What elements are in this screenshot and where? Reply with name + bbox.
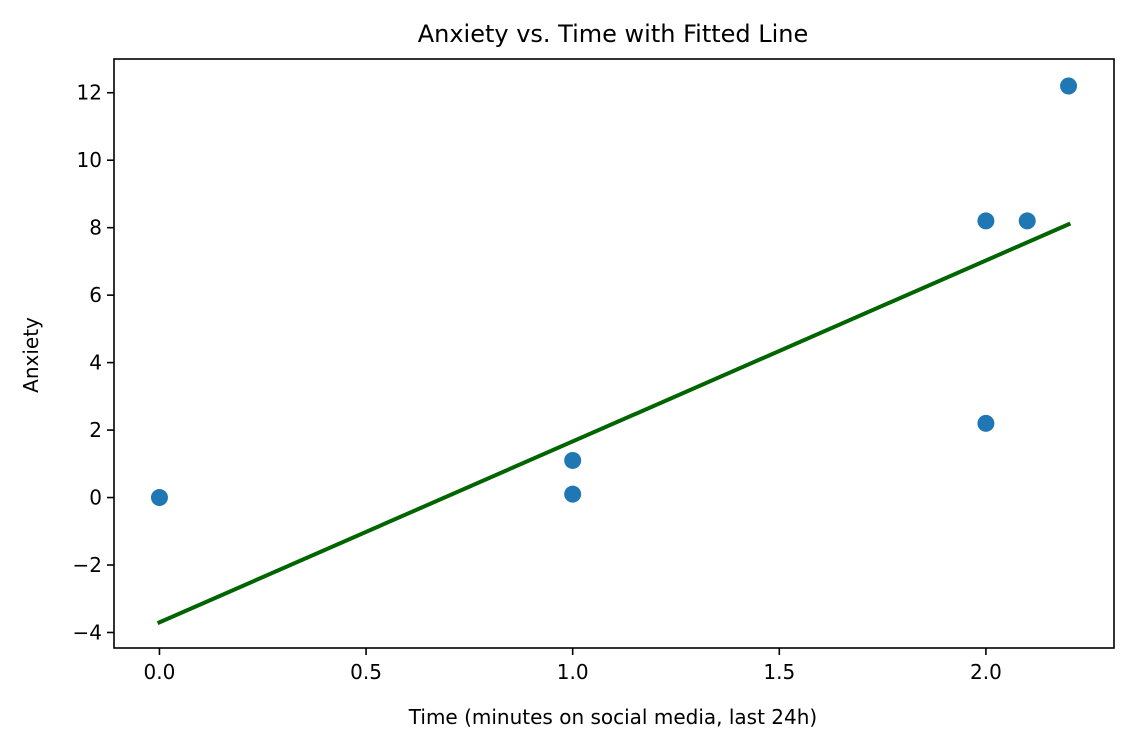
scatter-point xyxy=(564,485,582,503)
scatter-point xyxy=(1018,212,1036,230)
chart-title: Anxiety vs. Time with Fitted Line xyxy=(418,20,809,48)
y-tick-label: 8 xyxy=(89,216,102,240)
x-axis: 0.0 0.5 1.0 1.5 2.0 xyxy=(144,648,1002,684)
scatter-point xyxy=(977,414,995,432)
y-axis-label: Anxiety xyxy=(19,317,43,393)
y-tick-label: 2 xyxy=(89,418,102,442)
plot-area xyxy=(150,77,1078,625)
y-tick-label: 10 xyxy=(77,148,102,172)
x-tick-label: 1.0 xyxy=(557,660,589,684)
x-tick-label: 0.5 xyxy=(350,660,382,684)
y-tick-label: 6 xyxy=(89,283,102,307)
fitted-line xyxy=(156,221,1072,625)
scatter-point xyxy=(977,212,995,230)
y-tick-label: −4 xyxy=(73,620,102,644)
x-tick-label: 0.0 xyxy=(144,660,176,684)
x-tick-label: 1.5 xyxy=(763,660,795,684)
y-axis: −4 −2 0 2 4 6 8 10 12 xyxy=(73,81,114,644)
scatter-point xyxy=(1060,77,1078,95)
y-tick-label: −2 xyxy=(73,553,102,577)
x-tick-label: 2.0 xyxy=(970,660,1002,684)
scatter-point xyxy=(564,451,582,469)
y-tick-label: 12 xyxy=(77,81,102,105)
y-tick-label: 0 xyxy=(89,486,102,510)
x-axis-label: Time (minutes on social media, last 24h) xyxy=(408,705,817,729)
scatter-point xyxy=(150,489,168,507)
axes-frame xyxy=(113,58,1115,649)
y-tick-label: 4 xyxy=(89,351,102,375)
